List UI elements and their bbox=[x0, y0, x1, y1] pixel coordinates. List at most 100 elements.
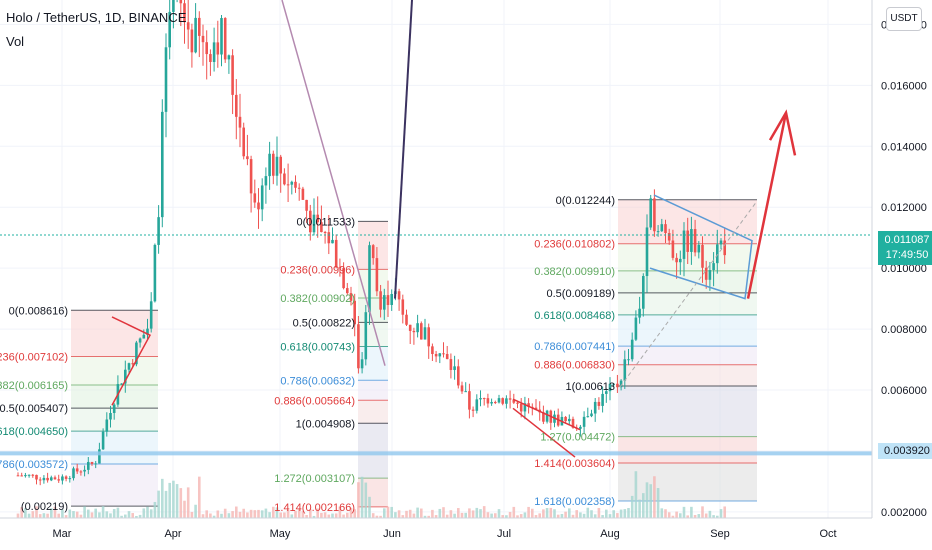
volume-bar bbox=[612, 510, 615, 518]
candle-body bbox=[723, 240, 726, 256]
candle-body bbox=[64, 476, 68, 479]
volume-bar bbox=[686, 515, 689, 518]
volume-bar bbox=[83, 506, 86, 518]
price-tick-label: 0.008000 bbox=[881, 324, 927, 336]
volume-bar bbox=[353, 509, 356, 518]
candle-body bbox=[257, 202, 260, 210]
volume-bar bbox=[31, 511, 35, 518]
fib-label: 1.272(0.003107) bbox=[274, 473, 355, 485]
candles bbox=[16, 0, 726, 486]
candle-body bbox=[353, 300, 356, 325]
candle-body bbox=[708, 270, 712, 280]
candle-body bbox=[253, 193, 257, 203]
fib-label: 0.786(0.007441) bbox=[534, 341, 615, 353]
volume-bar bbox=[453, 513, 456, 518]
candle-body bbox=[516, 402, 519, 404]
unit-button[interactable]: USDT bbox=[886, 7, 922, 31]
candle-body bbox=[101, 431, 105, 450]
candle-body bbox=[586, 416, 590, 418]
volume-bar bbox=[390, 506, 393, 518]
candle-body bbox=[297, 187, 301, 189]
volume-bar bbox=[527, 506, 530, 518]
drawings bbox=[0, 0, 872, 458]
volume-bar bbox=[35, 506, 38, 518]
candle-body bbox=[623, 359, 627, 381]
candle-body bbox=[453, 366, 456, 370]
volume-bar bbox=[475, 507, 479, 518]
fib-zone bbox=[618, 364, 757, 387]
fib-zone bbox=[358, 322, 388, 347]
volume-bar bbox=[719, 509, 723, 518]
candle-body bbox=[135, 342, 138, 365]
volume-bar bbox=[394, 512, 397, 518]
fib-zones bbox=[71, 199, 757, 507]
candle-body bbox=[272, 153, 275, 176]
volume-bar bbox=[401, 515, 405, 518]
volume-bar bbox=[238, 511, 242, 518]
candle-body bbox=[201, 35, 205, 43]
candle-body bbox=[571, 418, 575, 428]
volume-bar bbox=[656, 488, 660, 518]
price-tick-label: 0.014000 bbox=[881, 141, 927, 153]
candle-body bbox=[186, 22, 190, 30]
candle-body bbox=[697, 244, 701, 253]
fib-labels: 0(0.008616) .236(0.007102) .382(0.006165) 0… bbox=[0, 195, 615, 514]
volume-bar bbox=[623, 509, 627, 518]
volume-bar bbox=[131, 513, 134, 518]
volume-bar bbox=[161, 478, 164, 518]
volume-bar bbox=[586, 507, 590, 518]
volume-bar bbox=[320, 512, 323, 518]
candle-body bbox=[627, 359, 630, 361]
time-axis: Mar Apr May Jun Jul Aug Sep Oct bbox=[0, 517, 872, 540]
volume-bar bbox=[560, 513, 564, 518]
candle-body bbox=[260, 185, 264, 210]
time-tick-label: Apr bbox=[164, 528, 181, 540]
candle-body bbox=[656, 231, 660, 233]
candle-body bbox=[667, 233, 671, 241]
volume-bar bbox=[416, 507, 419, 518]
time-tick-label: Mar bbox=[53, 528, 72, 540]
candle-body bbox=[53, 477, 57, 480]
target-arrow bbox=[746, 112, 788, 299]
candle-body bbox=[146, 328, 149, 335]
candle-body bbox=[231, 55, 234, 95]
volume-bar bbox=[608, 514, 612, 518]
fib-label: .618(0.004650) bbox=[0, 426, 68, 438]
volume-bar bbox=[194, 504, 197, 518]
volume-bar bbox=[479, 509, 482, 518]
volume-bar bbox=[142, 508, 146, 518]
volume-bar bbox=[556, 514, 560, 518]
candle-body bbox=[386, 295, 390, 305]
volume-bar bbox=[427, 515, 430, 518]
candle-body bbox=[124, 369, 127, 384]
candle-body bbox=[590, 413, 593, 417]
volume-bar bbox=[16, 513, 20, 518]
volume-bar bbox=[508, 511, 512, 518]
target-arrow-head bbox=[768, 109, 797, 156]
fib-zone bbox=[618, 436, 757, 464]
volume-bar bbox=[342, 514, 345, 518]
fib-zone bbox=[358, 423, 388, 479]
candle-body bbox=[27, 474, 31, 476]
volume-bar bbox=[331, 513, 334, 518]
fib-zone bbox=[618, 463, 757, 501]
candle-body bbox=[449, 359, 453, 370]
volume-bar bbox=[146, 506, 149, 518]
volume-bar bbox=[179, 488, 183, 518]
volume-bar bbox=[616, 513, 619, 518]
candle-body bbox=[338, 267, 342, 269]
fib-zone bbox=[358, 269, 388, 299]
fib-label: 1.414(0.002166) bbox=[274, 502, 355, 514]
volume-bar bbox=[653, 476, 656, 518]
candle-body bbox=[471, 409, 475, 411]
volume-bar bbox=[309, 509, 312, 518]
volume-bar bbox=[120, 515, 123, 518]
fib-label: 0.5(0.00822) bbox=[293, 317, 355, 329]
candle-body bbox=[438, 353, 442, 357]
candle-body bbox=[468, 391, 471, 410]
volume-bars bbox=[16, 471, 726, 518]
candle-body bbox=[320, 222, 323, 233]
volume-bar bbox=[279, 512, 282, 518]
volume-bar bbox=[597, 507, 601, 518]
